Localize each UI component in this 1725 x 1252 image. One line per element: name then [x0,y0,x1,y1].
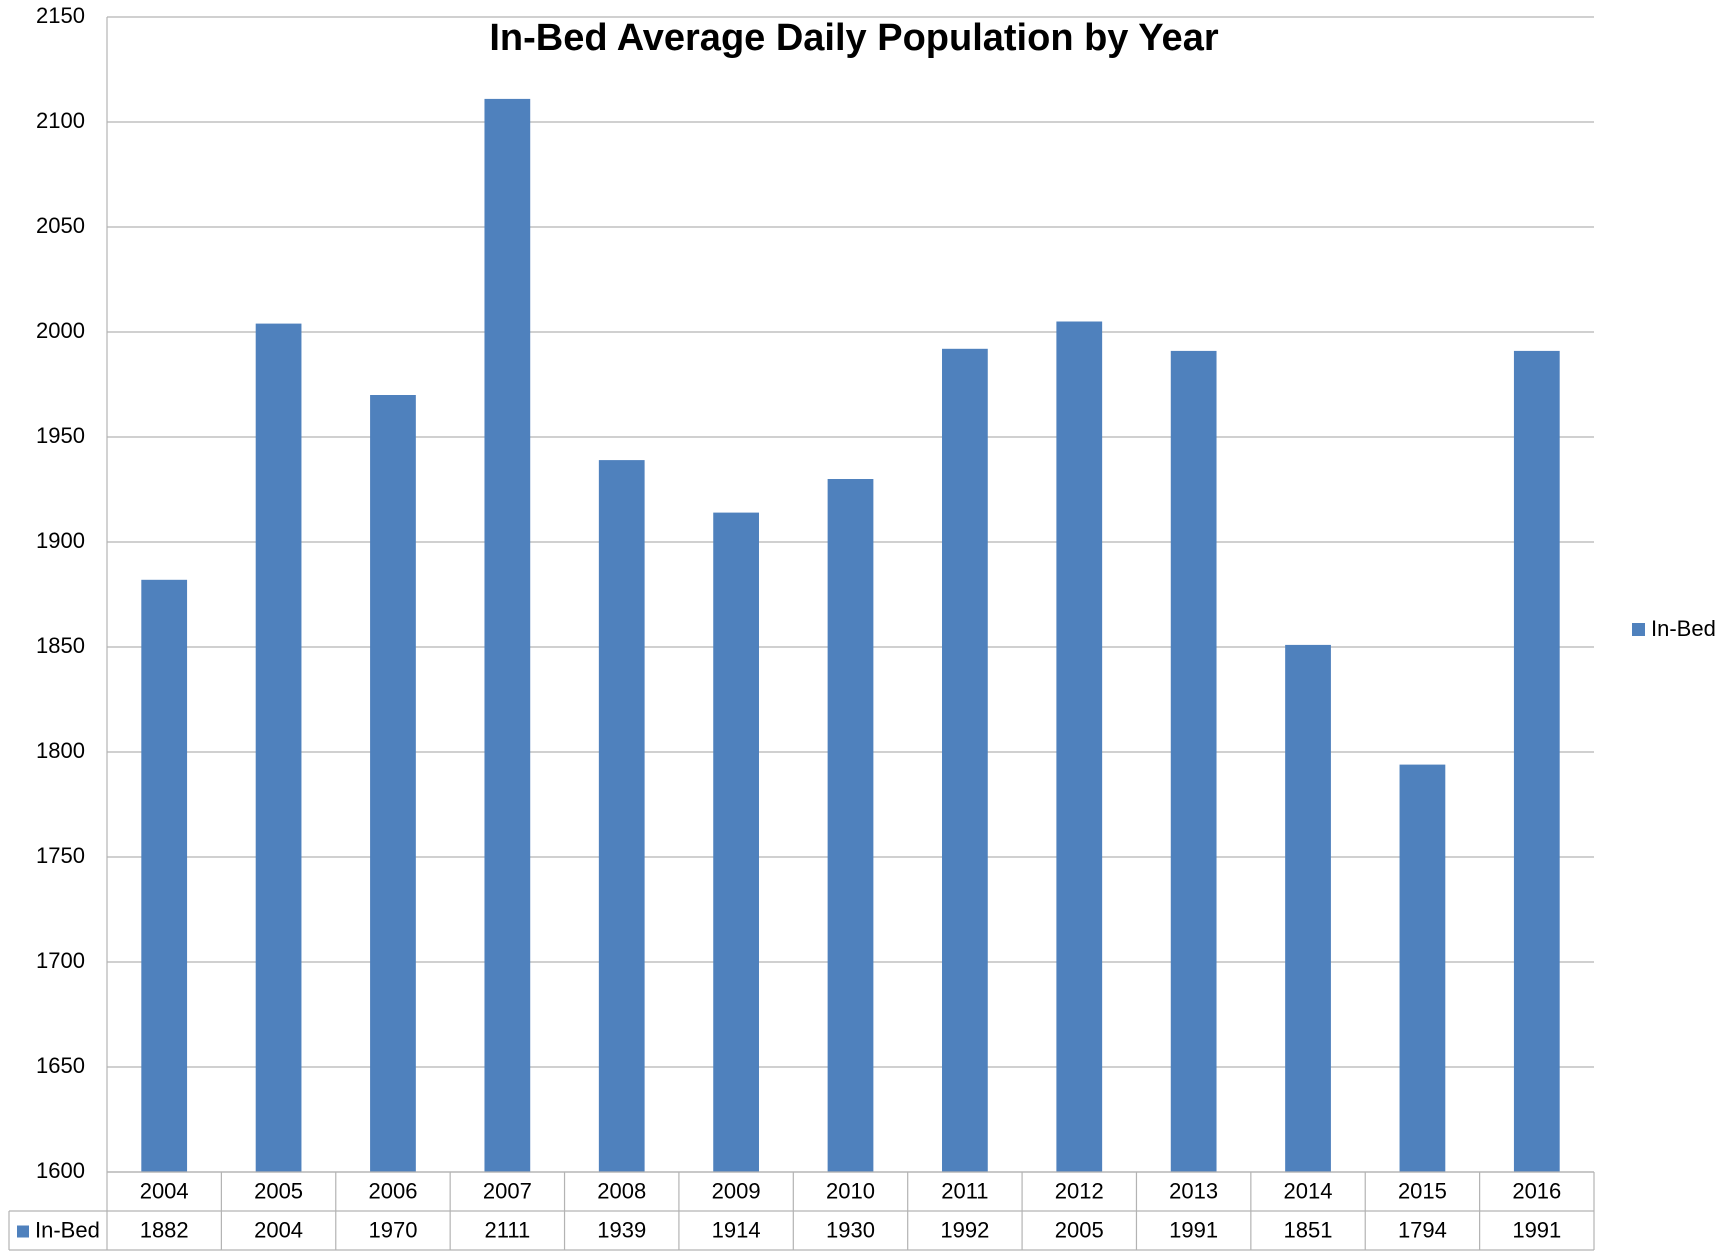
y-tick-label: 2050 [36,213,85,238]
table-value: 2111 [485,1217,531,1242]
x-tick-label: 2009 [712,1178,761,1203]
y-tick-label: 1800 [36,738,85,763]
bar [1285,644,1331,1172]
bar [827,479,874,1172]
table-value: 1991 [1512,1217,1561,1242]
bar [1056,321,1103,1172]
bar [1513,350,1560,1172]
x-tick-label: 2016 [1512,1178,1561,1203]
table-value: 1882 [140,1217,189,1242]
x-tick-label: 2012 [1055,1178,1104,1203]
bar [598,460,645,1173]
y-tick-label: 1850 [36,633,85,658]
table-value: 1851 [1284,1217,1333,1242]
y-tick-label: 2150 [36,3,85,28]
table-value: 1970 [368,1217,417,1242]
y-tick-label: 1600 [36,1158,85,1183]
bar [1399,764,1446,1172]
y-tick-label: 2000 [36,318,85,343]
y-tick-label: 1700 [36,948,85,973]
legend-key [1632,623,1645,636]
table-value: 1939 [597,1217,646,1242]
table-value: 1991 [1169,1217,1218,1242]
x-tick-label: 2005 [254,1178,303,1203]
table-legend-key [17,1225,29,1238]
bar [484,98,531,1172]
table-series-label: In-Bed [35,1217,100,1242]
x-tick-label: 2010 [826,1178,875,1203]
table-value: 1930 [826,1217,875,1242]
x-tick-label: 2006 [368,1178,417,1203]
y-tick-label: 1950 [36,423,85,448]
bar [141,579,188,1172]
x-tick-label: 2004 [140,1178,189,1203]
y-tick-label: 1650 [36,1053,85,1078]
bar [255,323,302,1173]
bar [942,348,988,1172]
bar [370,395,416,1172]
table-value: 2005 [1055,1217,1104,1242]
x-tick-label: 2015 [1398,1178,1447,1203]
table-value: 1794 [1398,1217,1447,1242]
table-value: 2004 [254,1217,303,1242]
x-tick-label: 2008 [597,1178,646,1203]
bar [713,512,759,1172]
y-tick-label: 1900 [36,528,85,553]
table-value: 1914 [712,1217,761,1242]
table-value: 1992 [940,1217,989,1242]
chart-title: In-Bed Average Daily Population by Year [489,17,1218,59]
y-tick-label: 1750 [36,843,85,868]
legend-label: In-Bed [1651,616,1716,641]
x-tick-label: 2011 [941,1178,988,1203]
y-tick-label: 2100 [36,108,85,133]
x-tick-label: 2013 [1169,1178,1218,1203]
x-tick-label: 2014 [1284,1178,1333,1203]
bar [1170,350,1217,1172]
x-tick-label: 2007 [483,1178,532,1203]
